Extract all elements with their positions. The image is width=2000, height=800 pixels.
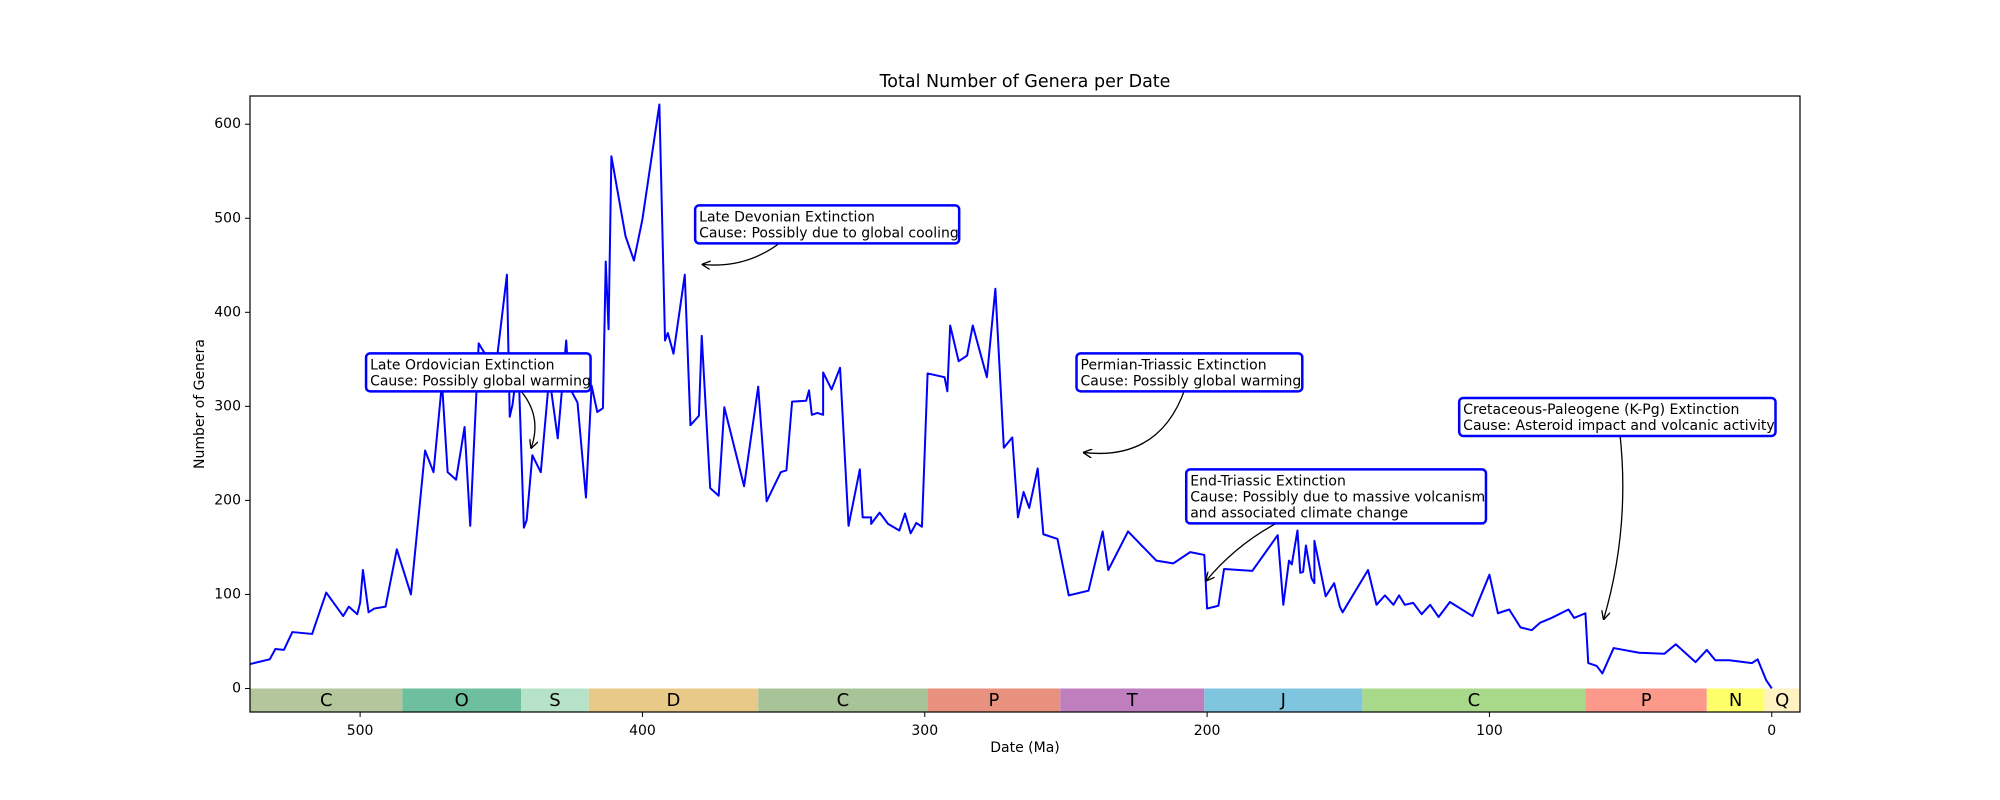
period-band: [927, 688, 1061, 712]
y-tick-label: 0: [232, 680, 241, 696]
annotation-box: [1075, 352, 1304, 393]
annotation-text: Late Devonian Extinction: [699, 209, 875, 225]
period-band: [1362, 688, 1586, 712]
annotation-text: Cause: Possibly due to global cooling: [699, 225, 959, 241]
annotation-box: [364, 352, 592, 393]
annotation-text: Cause: Asteroid impact and volcanic acti…: [1463, 418, 1774, 434]
period-band: [1585, 688, 1707, 712]
period-band: [1060, 688, 1205, 712]
chart-title: Total Number of Genera per Date: [879, 72, 1171, 92]
period-band: [1706, 688, 1765, 712]
x-tick-label: 0: [1767, 723, 1776, 739]
x-tick-label: 100: [1476, 723, 1503, 739]
x-tick-label: 200: [1194, 723, 1221, 739]
annotation-text: Permian-Triassic Extinction: [1081, 357, 1267, 373]
x-axis-label: Date (Ma): [990, 740, 1060, 756]
y-tick-label: 600: [214, 116, 241, 132]
period-label: T: [1126, 690, 1139, 711]
period-label: C: [837, 690, 850, 711]
period-label: N: [1729, 690, 1742, 711]
period-band: [250, 688, 403, 712]
annotation-text: End-Triassic Extinction: [1190, 473, 1346, 489]
annotation-box: [1457, 396, 1777, 438]
annotation-arrow: [1206, 521, 1280, 582]
annotation-box: [693, 204, 961, 245]
annotation-text: Cretaceous-Paleogene (K-Pg) Extinction: [1463, 402, 1739, 418]
period-band: [1764, 688, 1800, 712]
period-label: S: [549, 690, 560, 711]
annotation-arrow: [1083, 388, 1186, 453]
period-label: Q: [1775, 690, 1789, 711]
period-band: [758, 688, 928, 712]
y-tick-label: 300: [214, 398, 241, 414]
annotation-text: Cause: Possibly due to massive volcanism: [1190, 489, 1485, 505]
period-label: J: [1280, 690, 1286, 711]
annotation-arrow: [1603, 433, 1624, 620]
x-tick-label: 500: [347, 723, 374, 739]
period-label: P: [1641, 690, 1652, 711]
x-tick-label: 400: [629, 723, 656, 739]
period-band: [1204, 688, 1363, 712]
y-tick-label: 500: [214, 210, 241, 226]
y-tick-label: 400: [214, 304, 241, 320]
annotation-text: and associated climate change: [1190, 505, 1408, 521]
y-axis-label: Number of Genera: [192, 339, 208, 469]
x-tick-label: 300: [911, 723, 938, 739]
plot-frame: [249, 95, 1801, 713]
period-label: C: [320, 690, 333, 711]
period-band: [521, 688, 589, 712]
y-tick-label: 200: [214, 492, 241, 508]
annotation-text: Late Ordovician Extinction: [370, 357, 554, 373]
annotation-box: [1184, 468, 1488, 525]
period-label: P: [989, 690, 1000, 711]
data-line: [249, 103, 1773, 690]
period-label: O: [455, 690, 469, 711]
annotation-text: Cause: Possibly global warming: [1081, 373, 1302, 389]
period-band: [588, 688, 759, 712]
annotation-arrow: [702, 241, 782, 265]
period-label: D: [667, 690, 681, 711]
annotation-arrow: [518, 388, 535, 449]
y-tick-label: 100: [214, 586, 241, 602]
annotation-text: Cause: Possibly global warming: [370, 373, 591, 389]
period-band: [402, 688, 522, 712]
period-label: C: [1468, 690, 1481, 711]
